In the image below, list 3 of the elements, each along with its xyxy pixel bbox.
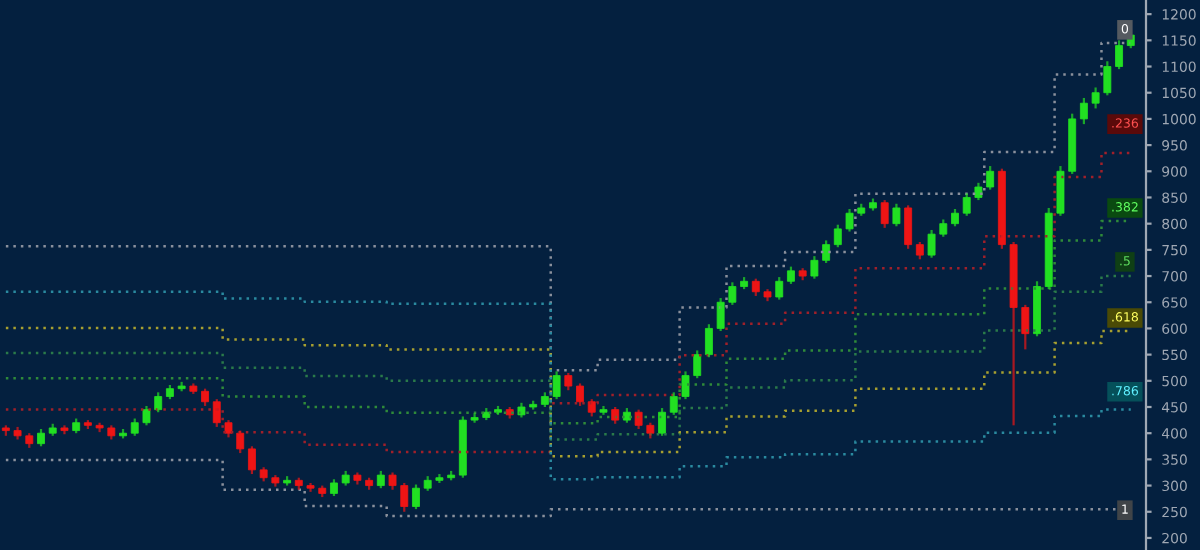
candlestick (283, 475, 292, 487)
candlestick (599, 404, 608, 416)
candlestick (60, 424, 69, 436)
